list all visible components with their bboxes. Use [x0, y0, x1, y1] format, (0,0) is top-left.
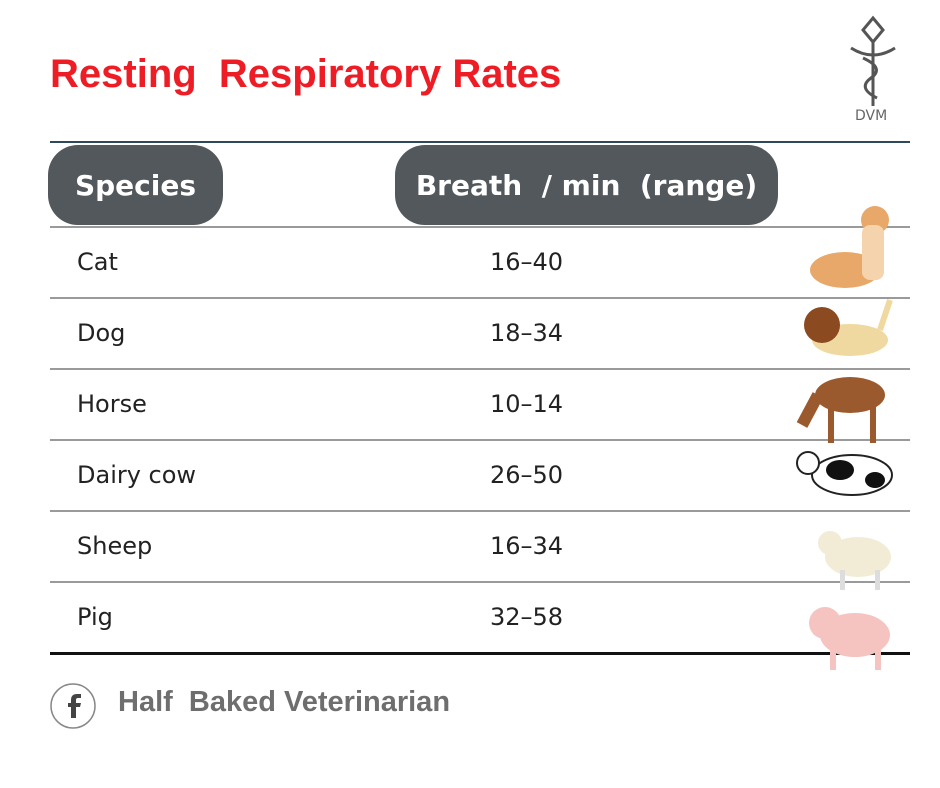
pig-illustration — [809, 607, 890, 670]
row-divider — [50, 368, 910, 370]
rate-cell: 32–58 — [490, 603, 564, 631]
logo-text: DVM — [855, 108, 888, 124]
species-cell: Sheep — [77, 532, 153, 560]
row-divider — [50, 439, 910, 441]
rate-cell: 16–40 — [490, 248, 564, 276]
rule — [50, 141, 910, 143]
cow-illustration — [796, 451, 893, 496]
row-divider — [50, 297, 910, 299]
species-cell: Dog — [77, 319, 126, 347]
species-cell: Pig — [77, 603, 113, 631]
rule — [50, 652, 910, 655]
facebook-icon — [50, 683, 96, 729]
column-header: Species — [48, 145, 223, 225]
sheep-illustration — [818, 531, 891, 590]
footer-text: Half Baked Veterinarian — [118, 686, 451, 718]
cat-illustration — [810, 206, 889, 288]
rate-cell: 10–14 — [490, 390, 564, 418]
row-divider — [50, 581, 910, 583]
column-header: Breath / min (range) — [395, 145, 778, 225]
row-divider — [50, 510, 910, 512]
species-cell: Horse — [77, 390, 147, 418]
dog-illustration — [804, 299, 893, 356]
species-cell: Cat — [77, 248, 118, 276]
horse-illustration — [796, 377, 885, 443]
animal-illustrations — [796, 206, 893, 670]
logo-icon — [850, 15, 896, 106]
rate-cell: 26–50 — [490, 461, 564, 489]
row-divider — [50, 226, 910, 228]
rate-cell: 18–34 — [490, 319, 564, 347]
rate-cell: 16–34 — [490, 532, 564, 560]
title: Resting Respiratory Rates — [50, 52, 562, 96]
species-cell: Dairy cow — [77, 461, 197, 489]
